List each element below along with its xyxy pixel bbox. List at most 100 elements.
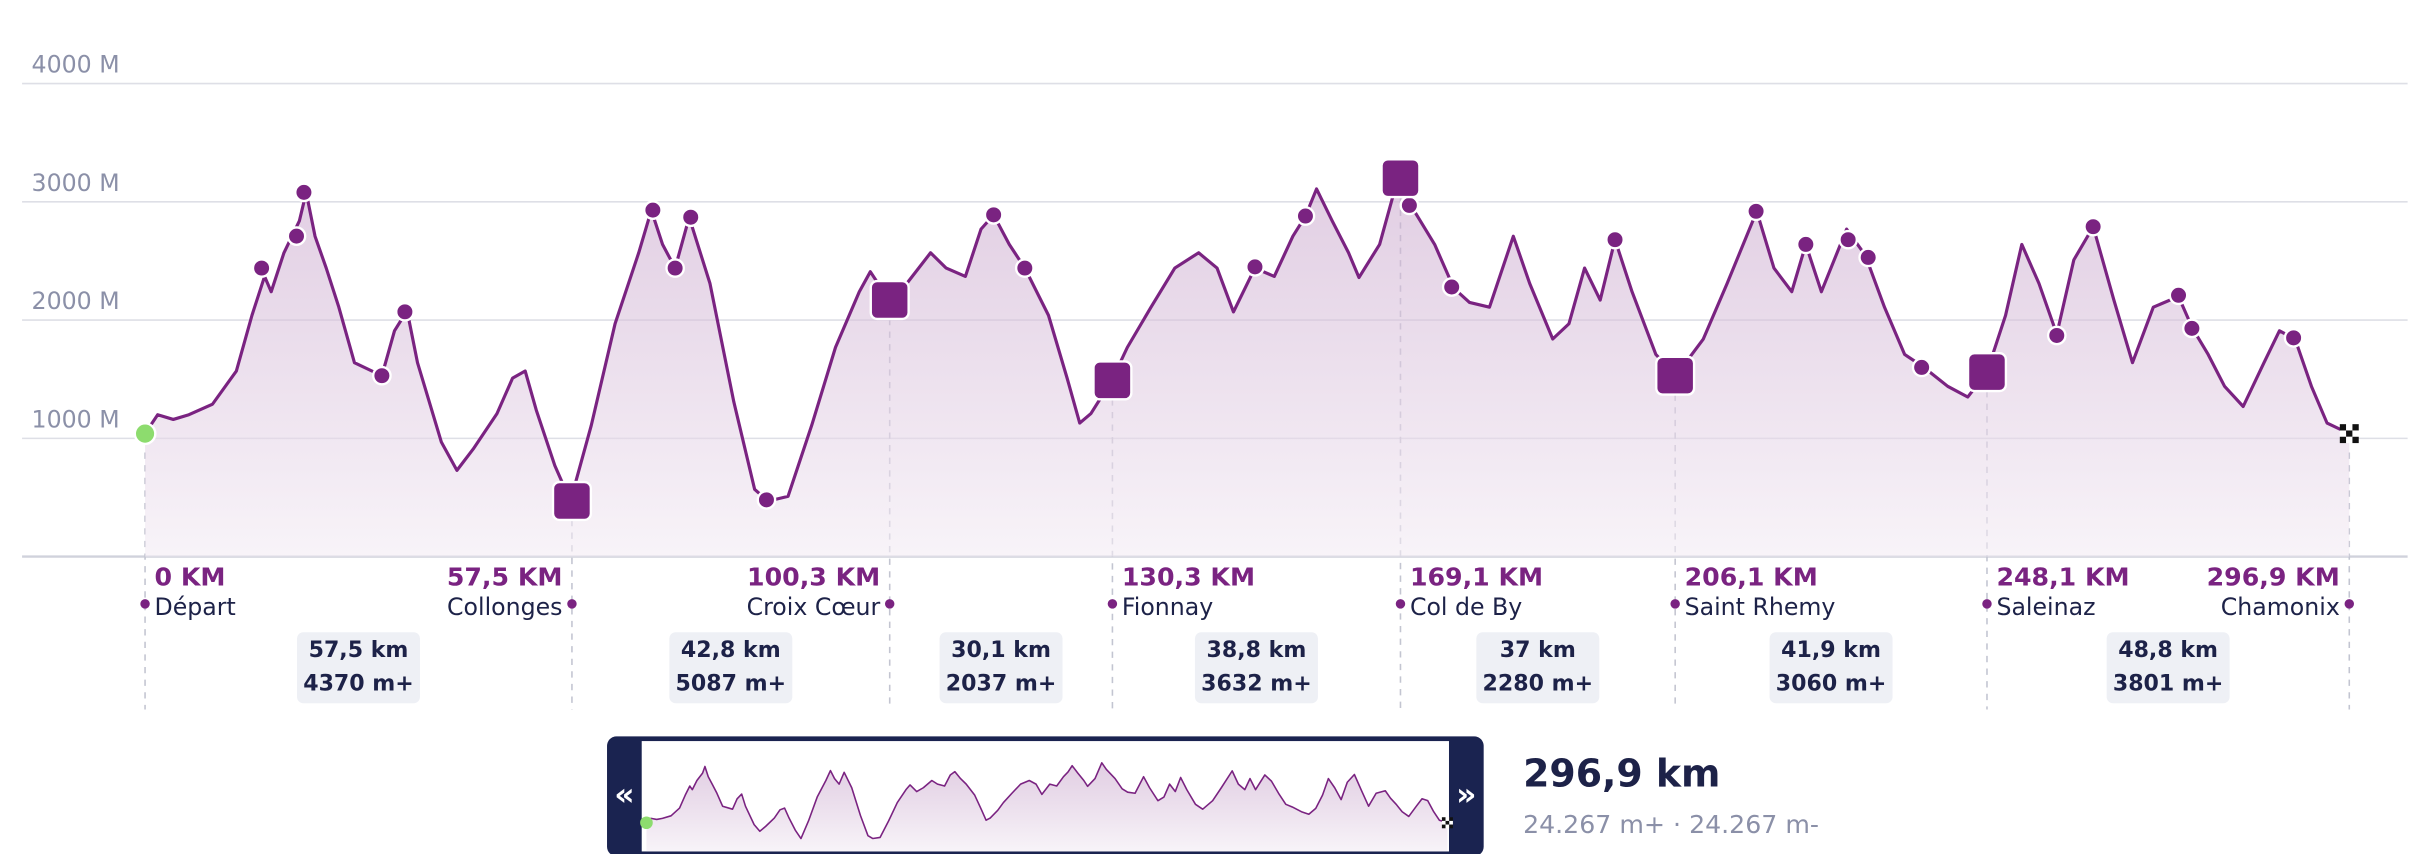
waypoint bbox=[1746, 201, 1766, 222]
navigator: « » bbox=[607, 736, 1484, 854]
segment-distance: 42,8 km bbox=[681, 638, 781, 663]
station-name: Col de By bbox=[1410, 593, 1522, 621]
segment-distance: 30,1 km bbox=[951, 638, 1051, 663]
waypoint bbox=[1441, 277, 1462, 297]
flag-cell bbox=[1441, 817, 1446, 821]
waypoint bbox=[1795, 234, 1816, 255]
segment-box bbox=[669, 632, 793, 704]
waypoint bbox=[1399, 195, 1420, 216]
flag-cell bbox=[1445, 820, 1450, 825]
waypoint bbox=[1014, 258, 1035, 278]
waypoint bbox=[643, 200, 663, 220]
station-km: 169,1 KM bbox=[1410, 563, 1543, 592]
finish-flag bbox=[2339, 424, 2359, 444]
finish-flag bbox=[1441, 817, 1453, 829]
flag-cell bbox=[2339, 430, 2347, 437]
next-button[interactable]: » bbox=[1456, 777, 1476, 813]
waypoint bbox=[294, 182, 314, 203]
station-km: 100,3 KM bbox=[747, 563, 880, 592]
station-km: 248,1 KM bbox=[1996, 563, 2129, 592]
waypoint bbox=[665, 258, 685, 278]
segment-distance: 38,8 km bbox=[1207, 638, 1307, 663]
station-dot bbox=[1982, 599, 1992, 609]
station-name: Croix Cœur bbox=[747, 593, 881, 621]
waypoint bbox=[286, 226, 307, 246]
start-marker bbox=[133, 422, 157, 446]
flag-cell bbox=[2339, 436, 2347, 444]
waypoint bbox=[2283, 327, 2304, 348]
waypoint bbox=[1838, 229, 1859, 250]
segment-box bbox=[2106, 632, 2230, 704]
segment-gain: 3801 m+ bbox=[2113, 671, 2224, 696]
segment-distance: 37 km bbox=[1500, 638, 1576, 663]
station-name: Collonges bbox=[447, 593, 562, 621]
station-km: 296,9 KM bbox=[2207, 563, 2340, 592]
flag-cell bbox=[1441, 820, 1446, 825]
total-distance: 296,9 km bbox=[1523, 751, 1720, 795]
station-name: Fionnay bbox=[1122, 593, 1213, 621]
segment-gain: 2280 m+ bbox=[1483, 671, 1594, 696]
station-dot bbox=[2344, 599, 2355, 609]
waypoint bbox=[1911, 357, 1932, 378]
waypoint bbox=[1295, 206, 1316, 226]
mini-profile bbox=[640, 762, 1453, 852]
waypoint bbox=[2046, 325, 2067, 346]
segment-distance: 57,5 km bbox=[309, 638, 409, 663]
waypoint bbox=[1245, 257, 1265, 277]
station-dot bbox=[567, 599, 577, 609]
flag-cell bbox=[1441, 824, 1446, 829]
segment-box bbox=[1194, 632, 1318, 704]
segment-distance: 48,8 km bbox=[2118, 638, 2218, 663]
waypoint bbox=[251, 258, 272, 278]
segment-box bbox=[939, 632, 1063, 704]
profile-area bbox=[145, 177, 2350, 557]
flag-cell bbox=[1449, 824, 1453, 829]
waypoint bbox=[372, 365, 392, 386]
station-dot bbox=[1107, 599, 1118, 609]
flag-cell bbox=[1449, 817, 1453, 821]
profile-line bbox=[645, 762, 1448, 840]
segment-gain: 3060 m+ bbox=[1776, 671, 1887, 696]
aid-station bbox=[1655, 355, 1696, 396]
station-dot bbox=[884, 599, 895, 609]
waypoint bbox=[395, 301, 415, 322]
waypoint bbox=[680, 207, 701, 228]
aid-station bbox=[1380, 158, 1421, 199]
y-tick-label: 2000 M bbox=[32, 287, 120, 315]
y-tick-label: 3000 M bbox=[32, 169, 120, 197]
flag-cell bbox=[2346, 436, 2353, 444]
segment-gain: 3632 m+ bbox=[1201, 671, 1312, 696]
segment-box bbox=[297, 632, 420, 704]
flag-cell bbox=[1445, 824, 1450, 829]
total-elevation: 24.267 m+ · 24.267 m- bbox=[1523, 810, 1819, 839]
station-name: Saleinaz bbox=[1996, 593, 2095, 621]
mini-start bbox=[640, 816, 653, 830]
y-tick-label: 4000 M bbox=[32, 51, 120, 79]
station-dot bbox=[140, 599, 150, 609]
waypoint bbox=[756, 489, 777, 510]
segment-distance: 41,9 km bbox=[1781, 638, 1881, 663]
station-dot bbox=[1395, 599, 1406, 609]
station-name: Chamonix bbox=[2221, 593, 2340, 621]
aid-station bbox=[869, 279, 910, 321]
waypoint bbox=[2168, 285, 2189, 306]
station-km: 0 KM bbox=[155, 563, 226, 592]
segment-box bbox=[1769, 632, 1893, 704]
waypoint bbox=[1605, 229, 1625, 250]
flag-cell bbox=[2346, 430, 2353, 437]
station-dot bbox=[1670, 599, 1680, 609]
aid-station bbox=[551, 480, 593, 522]
station-km: 57,5 KM bbox=[447, 563, 563, 592]
station-name: Départ bbox=[155, 593, 236, 621]
station-name: Saint Rhemy bbox=[1685, 593, 1836, 621]
flag-cell bbox=[2352, 430, 2359, 437]
flag-cell bbox=[2352, 424, 2359, 431]
segment-gain: 5087 m+ bbox=[676, 671, 787, 696]
waypoint bbox=[983, 205, 1004, 225]
prev-button[interactable]: « bbox=[614, 777, 634, 813]
waypoint bbox=[2182, 318, 2202, 339]
station-km: 130,3 KM bbox=[1122, 563, 1255, 592]
